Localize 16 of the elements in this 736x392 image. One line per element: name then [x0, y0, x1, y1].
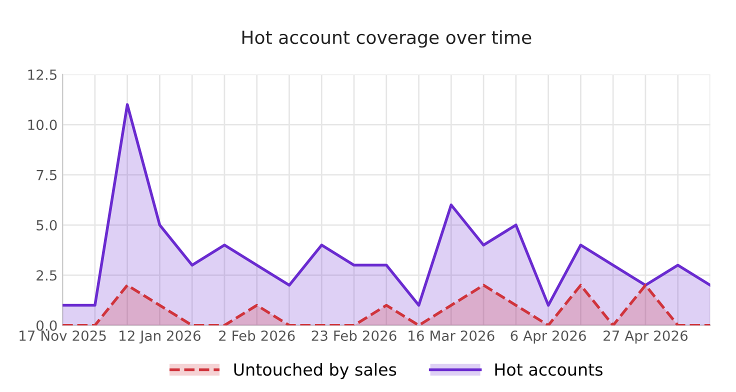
x-tick-label: 16 Mar 2026 — [408, 330, 494, 341]
x-tick-label: 17 Nov 2025 — [20, 330, 106, 341]
x-tick-label: 6 Apr 2026 — [510, 330, 586, 344]
legend-label: Untouched by sales — [234, 362, 396, 380]
y-tick-label: 0.0 — [36, 320, 57, 331]
y-tick-label: 10.0 — [28, 120, 57, 130]
x-tick-label: 23 Feb 2026 — [312, 330, 396, 341]
x-tick-label: 27 Apr 2026 — [604, 330, 688, 344]
x-tick-label: 2 Feb 2026 — [219, 330, 295, 341]
y-tick-label: 5.0 — [36, 220, 57, 230]
y-tick-label: 7.5 — [36, 170, 56, 180]
legend-label: Hot accounts — [495, 363, 602, 376]
y-tick-label: 2.5 — [36, 270, 56, 281]
x-tick-label: 12 Jan 2026 — [120, 330, 200, 344]
y-tick-label: 12.5 — [28, 69, 56, 80]
chart-title: Hot account coverage over time — [242, 30, 532, 48]
